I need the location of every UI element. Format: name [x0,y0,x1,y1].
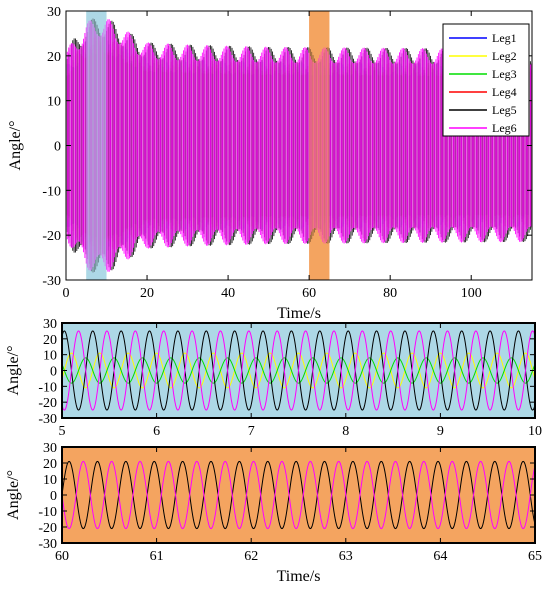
zoom2-x-axis-label: Time/s [277,568,321,585]
zoom1-x-tick-label: 10 [528,424,542,439]
zoom2-x-tick-label: 63 [339,549,353,564]
zoom2-series-leg5 [61,460,536,530]
legend-label-leg3: Leg3 [492,67,517,81]
zoom2-data-lines [61,460,536,530]
zoom1-y-tick-label: 10 [43,349,57,364]
zoom2-y-tick-label: -20 [38,521,57,536]
legend: Leg1 Leg2 Leg3 Leg4 Leg5 Leg6 [442,23,530,137]
zoom1-y-tick-label: 0 [50,365,57,380]
zoom1-x-tick-label: 8 [342,424,349,439]
overview-y-tick-label: 10 [47,95,61,110]
zoom2-x-tick-label: 64 [433,549,447,564]
zoom1-series-leg6 [61,330,536,411]
overview-y-tick-label: 20 [47,50,61,65]
overview-x-tick-label: 40 [221,286,235,301]
zoom1-y-tick-label: 20 [43,333,57,348]
overview-y-tick-label: 0 [54,140,61,155]
zoom1-y-tick-label: -20 [38,396,57,411]
zoom2-x-tick-label: 60 [55,549,69,564]
overview-y-tick-label: -20 [42,229,61,244]
overview-x-tick-label: 80 [383,286,397,301]
zoom2-y-tick-label: 30 [43,441,57,456]
overview-x-tick-label: 60 [302,286,316,301]
overview-y-tick-label: 30 [47,5,61,20]
zoom2-y-tick-label: 10 [43,473,57,488]
legend-label-leg2: Leg2 [492,49,517,63]
zoom1-x-tick-label: 7 [248,424,255,439]
zoom2-series-leg6 [61,460,536,530]
legend-label-leg4: Leg4 [492,85,517,99]
zoom1-x-tick-label: 5 [59,424,66,439]
overview-y-axis-label: Angle/° [7,121,24,171]
overview-y-tick-label: -30 [42,274,61,289]
zoom2-y-axis-label: Angle/° [5,470,22,520]
zoom2-y-tick-label: -30 [38,537,57,552]
zoom2-plot-background [62,447,535,543]
zoom2-x-tick-label: 62 [244,549,258,564]
zoom2-x-tick-label: 65 [528,549,542,564]
overview-x-tick-label: 20 [140,286,154,301]
zoom2-y-tick-label: -10 [38,505,57,520]
legend-box [442,23,530,137]
zoom1-y-axis-label: Angle/° [5,346,22,396]
zoom1-y-tick-label: 30 [43,317,57,332]
overview-x-tick-label: 0 [63,286,70,301]
legend-label-leg6: Leg6 [492,121,517,135]
zoom1-y-tick-label: -10 [38,380,57,395]
zoom1-x-tick-label: 6 [153,424,160,439]
highlight-overlay-1 [86,11,107,280]
legend-label-leg5: Leg5 [492,103,517,117]
zoom1-y-tick-label: -30 [38,412,57,427]
overview-y-tick-label: -10 [42,184,61,199]
overview-x-axis-label: Time/s [277,305,321,322]
overview-x-tick-label: 100 [461,286,482,301]
legend-label-leg1: Leg1 [492,31,517,45]
zoom1-data-lines [61,330,536,411]
zoom2-y-tick-label: 20 [43,457,57,472]
zoom2-y-tick-label: 0 [50,489,57,504]
highlight-overlay-2 [309,11,330,280]
zoom2-x-tick-label: 61 [150,549,164,564]
zoom1-x-tick-label: 9 [437,424,444,439]
